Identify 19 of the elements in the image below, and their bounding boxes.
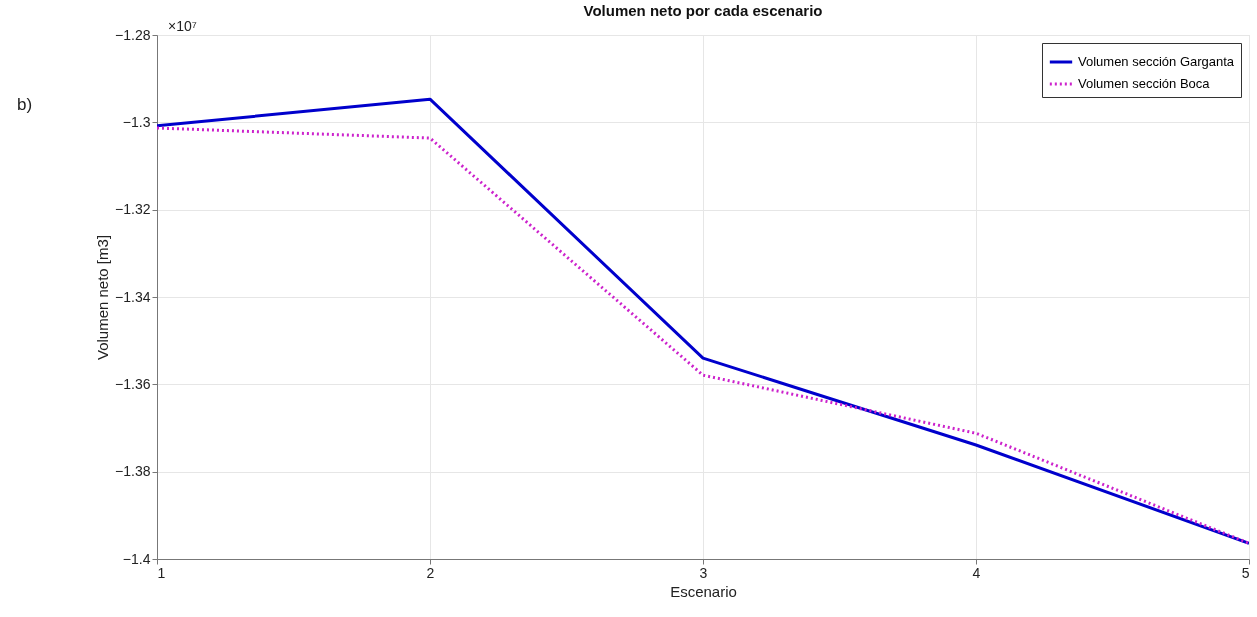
x-tick-label: 3 xyxy=(699,564,708,581)
x-tick-label: 2 xyxy=(426,564,435,581)
y-tick-label: −1.3 xyxy=(122,113,151,130)
legend-label: Volumen sección Garganta xyxy=(1078,54,1235,69)
y-tick-label: −1.34 xyxy=(115,288,151,305)
text: b) xyxy=(17,95,33,114)
x-tick-label: 4 xyxy=(972,564,981,581)
text: ×10⁷ xyxy=(168,18,197,34)
chart-title: Volumen neto por cada escenario xyxy=(583,2,823,19)
y-tick-label: −1.38 xyxy=(115,463,151,480)
x-tick-label: 5 xyxy=(1241,564,1250,581)
x-tick-label: 1 xyxy=(157,564,166,581)
legend-label: Volumen sección Boca xyxy=(1078,76,1211,91)
y-tick-label: −1.32 xyxy=(115,201,151,218)
y-axis-title: Volumen neto [m3] xyxy=(94,234,112,361)
y-tick-label: −1.4 xyxy=(122,550,151,567)
y-tick-label: −1.36 xyxy=(115,375,151,392)
y-tick-label: −1.28 xyxy=(115,26,151,43)
x-axis-title: Escenario xyxy=(670,582,737,600)
